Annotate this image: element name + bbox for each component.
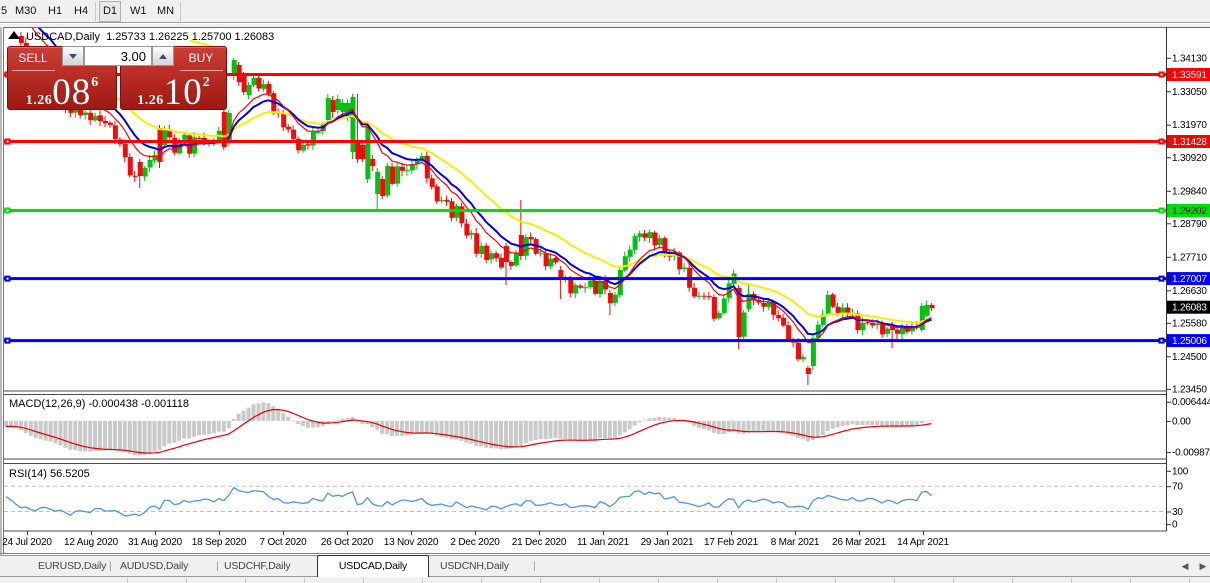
svg-text:31 Aug 2020: 31 Aug 2020 xyxy=(128,537,183,548)
svg-text:26 Mar 2021: 26 Mar 2021 xyxy=(832,537,887,548)
svg-text:2 Dec 2020: 2 Dec 2020 xyxy=(450,537,500,548)
svg-text:0.006444: 0.006444 xyxy=(1172,397,1210,408)
svg-text:1.33591: 1.33591 xyxy=(1172,70,1207,81)
svg-text:1.27710: 1.27710 xyxy=(1172,252,1207,263)
svg-text:MACD(12,26,9) -0.000438 -0.001: MACD(12,26,9) -0.000438 -0.001118 xyxy=(9,398,189,410)
svg-text:29 Jan 2021: 29 Jan 2021 xyxy=(641,537,694,548)
svg-text:7 Oct 2020: 7 Oct 2020 xyxy=(260,537,308,548)
svg-text:100: 100 xyxy=(1172,466,1189,477)
svg-text:26 Oct 2020: 26 Oct 2020 xyxy=(321,537,374,548)
svg-text:1.31970: 1.31970 xyxy=(1172,120,1207,131)
svg-text:1.33050: 1.33050 xyxy=(1172,87,1207,98)
svg-text:24 Jul 2020: 24 Jul 2020 xyxy=(2,537,52,548)
svg-text:30: 30 xyxy=(1172,507,1183,518)
svg-text:1.25580: 1.25580 xyxy=(1172,318,1207,329)
svg-text:0.00: 0.00 xyxy=(1172,416,1191,427)
svg-text:1.26630: 1.26630 xyxy=(1172,286,1207,297)
svg-text:1.34130: 1.34130 xyxy=(1172,53,1207,64)
svg-text:21 Dec 2020: 21 Dec 2020 xyxy=(512,537,567,548)
svg-text:USDCAD,Daily 1.25733 1.26225: USDCAD,Daily 1.25733 1.26225 1.25700 1.2… xyxy=(26,31,274,43)
svg-text:1.31428: 1.31428 xyxy=(1172,137,1207,148)
svg-text:1.25006: 1.25006 xyxy=(1172,336,1207,347)
svg-text:1.23450: 1.23450 xyxy=(1172,384,1207,395)
svg-text:1.26083: 1.26083 xyxy=(1172,303,1207,314)
svg-text:17 Feb 2021: 17 Feb 2021 xyxy=(704,537,759,548)
svg-text:RSI(14) 56.5205: RSI(14) 56.5205 xyxy=(9,468,90,480)
svg-text:1.29202: 1.29202 xyxy=(1172,206,1207,217)
svg-text:11 Jan 2021: 11 Jan 2021 xyxy=(577,537,630,548)
svg-text:18 Sep 2020: 18 Sep 2020 xyxy=(192,537,247,548)
svg-text:1.29840: 1.29840 xyxy=(1172,186,1207,197)
svg-text:0: 0 xyxy=(1172,520,1178,531)
svg-text:14 Apr 2021: 14 Apr 2021 xyxy=(897,537,949,548)
svg-text:1.27007: 1.27007 xyxy=(1172,274,1207,285)
svg-text:1.30920: 1.30920 xyxy=(1172,153,1207,164)
svg-text:13 Nov 2020: 13 Nov 2020 xyxy=(384,537,439,548)
svg-text:8 Mar 2021: 8 Mar 2021 xyxy=(771,537,820,548)
svg-text:70: 70 xyxy=(1172,482,1183,493)
svg-text:1.28790: 1.28790 xyxy=(1172,219,1207,230)
svg-text:1.24500: 1.24500 xyxy=(1172,352,1207,363)
svg-text:12 Aug 2020: 12 Aug 2020 xyxy=(64,537,119,548)
